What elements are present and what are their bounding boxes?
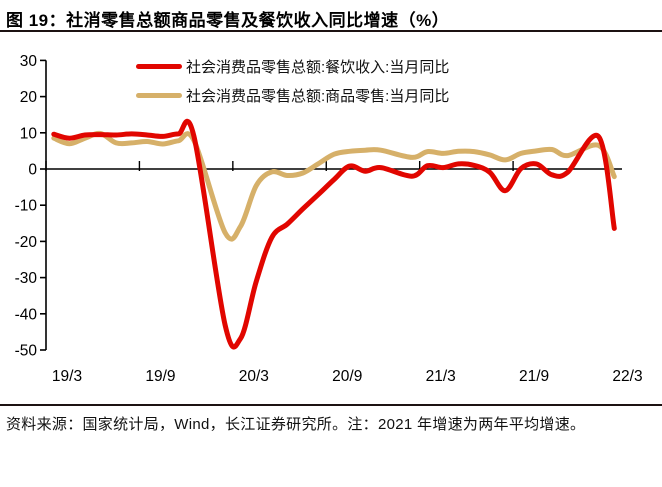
y-tick-label: 10 xyxy=(20,125,38,142)
y-tick-label: -40 xyxy=(15,306,38,323)
y-tick-label: 0 xyxy=(28,162,37,179)
legend-item-catering: 社会消费品零售总额:餐饮收入:当月同比 xyxy=(136,54,449,79)
source-note: 资料来源：国家统计局，Wind，长江证券研究所。注：2021 年增速为两年平均增… xyxy=(6,416,586,433)
x-tick-label: 20/9 xyxy=(332,368,362,385)
x-tick-label: 21/3 xyxy=(426,368,456,385)
legend-label-catering: 社会消费品零售总额:餐饮收入:当月同比 xyxy=(186,59,450,76)
x-tick-label: 21/9 xyxy=(519,368,549,385)
y-tick-label: -10 xyxy=(15,198,38,215)
y-tick-label: -20 xyxy=(15,234,38,251)
x-tick-label: 19/3 xyxy=(52,368,82,385)
y-tick-label: 30 xyxy=(20,53,38,70)
legend-label-goods: 社会消费品零售总额:商品零售:当月同比 xyxy=(186,88,450,105)
series-line-catering xyxy=(51,118,617,350)
legend-item-goods: 社会消费品零售总额:商品零售:当月同比 xyxy=(136,83,449,108)
x-tick-label: 22/3 xyxy=(612,368,642,385)
chart-legend: 社会消费品零售总额:餐饮收入:当月同比 社会消费品零售总额:商品零售:当月同比 xyxy=(136,54,449,108)
y-tick-label: -50 xyxy=(15,343,38,360)
figure-title: 图 19：社消零售总额商品零售及餐饮收入同比增速（%） xyxy=(6,11,450,30)
y-tick-label: -30 xyxy=(15,270,38,287)
series-line-goods xyxy=(51,130,617,242)
legend-swatch-goods-icon xyxy=(136,93,182,98)
x-tick-label: 19/9 xyxy=(145,368,175,385)
footer-divider xyxy=(0,404,662,406)
x-tick-label: 20/3 xyxy=(239,368,269,385)
title-divider xyxy=(0,30,662,32)
legend-swatch-catering-icon xyxy=(136,64,182,69)
y-tick-label: 20 xyxy=(20,89,38,106)
